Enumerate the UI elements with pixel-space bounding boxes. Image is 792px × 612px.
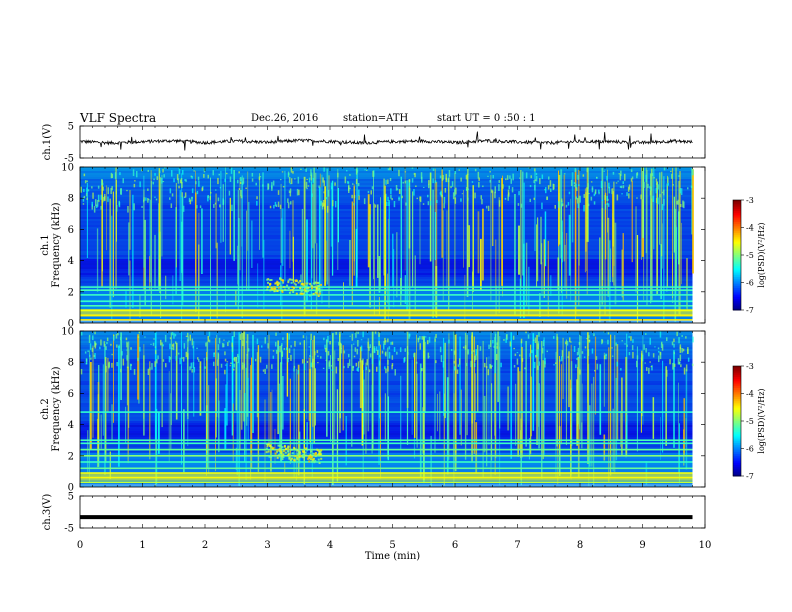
colorbar-2 (733, 366, 741, 477)
y-tick-label: 2 (68, 451, 74, 462)
colorbar-tick-label: -5 (746, 417, 754, 426)
y-tick-label: 0 (68, 319, 74, 330)
colorbar-label: log(PSD)(V²/Hz) (757, 388, 766, 453)
x-tick-label: 7 (514, 540, 520, 551)
y-tick-label: 5 (68, 492, 74, 503)
y-axis-label: Frequency (kHz) (51, 202, 62, 287)
y-tick-label: 8 (68, 194, 74, 205)
ch2-spectrogram-image (80, 331, 694, 487)
colorbar-tick-label: -7 (746, 306, 754, 315)
colorbar-tick-label: -6 (746, 445, 754, 454)
y-axis-label: ch.1(V) (42, 124, 53, 161)
y-tick-label: 10 (61, 163, 74, 174)
x-tick-label: 8 (577, 540, 583, 551)
y-tick-label: 4 (68, 420, 74, 431)
y-tick-label: -5 (64, 154, 74, 165)
y-tick-label: 4 (68, 256, 74, 267)
y-tick-label: 6 (68, 389, 74, 400)
date-label: Dec.26, 2016 (251, 113, 319, 124)
x-tick-label: 6 (452, 540, 458, 551)
colorbar-tick-label: -7 (746, 472, 754, 481)
start-time-label: start UT = 0 :50 : 1 (437, 113, 536, 124)
y-axis-label: ch.3(V) (42, 494, 53, 531)
y-tick-label: 2 (68, 287, 74, 298)
y-tick-label: 0 (68, 483, 74, 494)
y-tick-label: 6 (68, 225, 74, 236)
colorbar-tick-label: -5 (746, 251, 754, 260)
y-axis-label: ch.2 (40, 398, 51, 420)
x-tick-label: 1 (139, 540, 145, 551)
x-tick-label: 5 (389, 540, 395, 551)
y-tick-label: 10 (61, 327, 74, 338)
colorbar-label: log(PSD)(V²/Hz) (757, 222, 766, 287)
x-axis-label: Time (min) (365, 551, 420, 562)
y-tick-label: 5 (68, 122, 74, 133)
x-tick-label: 0 (77, 540, 83, 551)
colorbar-tick-label: -3 (746, 362, 754, 371)
colorbar-tick-label: -3 (746, 196, 754, 205)
y-axis-label: ch.1 (40, 234, 51, 256)
y-tick-label: -5 (64, 524, 74, 535)
panel-frame-4 (79, 495, 706, 529)
x-tick-label: 10 (699, 540, 712, 551)
colorbar-1 (733, 200, 741, 311)
colorbar-tick-label: -6 (746, 279, 754, 288)
ch1-waveform-trace (79, 131, 693, 151)
figure-title: VLF Spectra (80, 111, 157, 125)
y-tick-label: 8 (68, 358, 74, 369)
y-axis-label: Frequency (kHz) (51, 366, 62, 451)
x-tick-label: 3 (264, 540, 270, 551)
ch1-spectrogram-image (80, 167, 694, 323)
x-tick-label: 4 (327, 540, 333, 551)
colorbar-tick-label: -4 (746, 224, 754, 233)
x-tick-label: 2 (202, 540, 208, 551)
colorbar-tick-label: -4 (746, 390, 754, 399)
station-label: station=ATH (343, 113, 409, 124)
x-tick-label: 9 (639, 540, 645, 551)
